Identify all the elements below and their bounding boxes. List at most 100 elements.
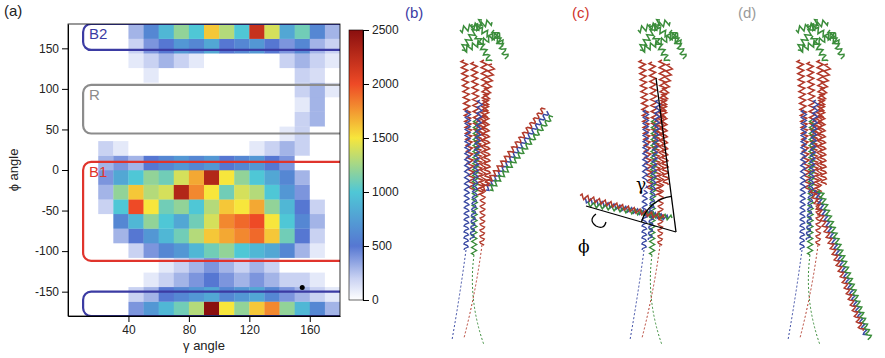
heatmap-cell xyxy=(325,199,340,214)
heatmap-cell xyxy=(295,97,310,112)
heatmap-cell xyxy=(128,53,143,68)
angle-line xyxy=(656,78,676,232)
heatmap-cell xyxy=(204,53,219,68)
heatmap-cell xyxy=(325,24,340,39)
heatmap-cell xyxy=(68,155,83,170)
heatmap-cell xyxy=(264,287,279,302)
heatmap-cell xyxy=(159,199,174,214)
heatmap-cell xyxy=(98,214,113,229)
colorbar-tick: 2500 xyxy=(363,23,399,37)
heatmap-cell xyxy=(219,170,234,185)
heatmap-cell xyxy=(144,39,159,54)
heatmap-cell xyxy=(295,228,310,243)
heatmap-cell xyxy=(159,287,174,302)
heatmap-cell xyxy=(174,53,189,68)
y-axis-line xyxy=(68,25,69,317)
panel-label: (b) xyxy=(405,4,423,21)
heatmap-cell xyxy=(310,228,325,243)
molecule xyxy=(788,20,871,345)
heatmap-cell xyxy=(249,39,264,54)
heatmap-cell xyxy=(174,214,189,229)
heatmap-cell xyxy=(189,141,204,156)
heatmap-cell xyxy=(234,287,249,302)
heatmap-cell xyxy=(189,214,204,229)
y-tick: 100 xyxy=(39,82,68,96)
heatmap-cell xyxy=(68,272,83,287)
heatmap-cell xyxy=(159,68,174,83)
heatmap-cell xyxy=(174,199,189,214)
heatmap-cell xyxy=(144,199,159,214)
y-tick: 50 xyxy=(46,123,68,137)
heatmap-cell xyxy=(249,97,264,112)
arm-helix xyxy=(818,190,871,340)
heatmap-cell xyxy=(204,97,219,112)
annotation: γ xyxy=(636,174,646,194)
heatmap-cell xyxy=(249,272,264,287)
heatmap-cell xyxy=(174,272,189,287)
arm-helix xyxy=(580,194,664,219)
heatmap-cell xyxy=(113,112,128,127)
heatmap-cell xyxy=(234,185,249,200)
heatmap-cell xyxy=(113,53,128,68)
heatmap-cell xyxy=(189,112,204,127)
heatmap-cell xyxy=(68,82,83,97)
heatmap-cell xyxy=(219,228,234,243)
heatmap-cell xyxy=(128,141,143,156)
heatmap-cell xyxy=(189,185,204,200)
tail xyxy=(642,245,660,338)
heatmap-cell xyxy=(310,287,325,302)
heatmap-cell xyxy=(128,24,143,39)
x-tick-mark xyxy=(249,316,250,322)
tail xyxy=(464,245,482,338)
tail xyxy=(452,250,466,340)
heatmap-cell xyxy=(234,272,249,287)
x-tick-label: 40 xyxy=(122,323,136,337)
heatmap-cell xyxy=(310,214,325,229)
heatmap-cell xyxy=(295,272,310,287)
x-axis-title: γ angle xyxy=(183,338,225,353)
heatmap-cell xyxy=(128,214,143,229)
colorbar-tick-mark xyxy=(363,30,369,31)
heatmap-cell xyxy=(264,112,279,127)
x-tick-label: 80 xyxy=(183,323,197,337)
heatmap-cell xyxy=(189,39,204,54)
heatmap-cell xyxy=(83,214,98,229)
heatmap-cell xyxy=(280,112,295,127)
heatmap-cell xyxy=(174,301,189,316)
colorbar-tick: 0 xyxy=(363,293,379,307)
heatmap-cell xyxy=(159,243,174,258)
tail xyxy=(650,255,662,345)
heatmap-cell xyxy=(174,185,189,200)
x-tick: 40 xyxy=(122,316,136,337)
heatmap-cell xyxy=(113,228,128,243)
heatmap-cell xyxy=(159,39,174,54)
heatmap-cell xyxy=(325,97,340,112)
stalk-helix xyxy=(464,110,471,250)
heatmap-cell xyxy=(249,170,264,185)
heatmap-cell xyxy=(174,68,189,83)
heatmap-cell xyxy=(219,272,234,287)
heatmap-cell xyxy=(159,24,174,39)
x-tick-mark xyxy=(310,316,311,322)
heatmap-cell xyxy=(144,214,159,229)
heatmap-cell xyxy=(219,214,234,229)
y-tick-mark xyxy=(62,129,68,130)
heatmap-cell xyxy=(174,97,189,112)
heatmap-cell xyxy=(68,287,83,302)
x-axis-line xyxy=(69,316,341,317)
panel-label: (a) xyxy=(4,2,22,19)
heatmap-cell xyxy=(325,39,340,54)
heatmap-cell xyxy=(310,39,325,54)
heatmap-cell xyxy=(280,272,295,287)
panel-label: (c) xyxy=(572,4,590,21)
heatmap-cell xyxy=(83,53,98,68)
heatmap-cell xyxy=(295,243,310,258)
heatmap-cell xyxy=(98,68,113,83)
heatmap-cell xyxy=(83,272,98,287)
heatmap-cell xyxy=(98,97,113,112)
heatmap-cell xyxy=(174,24,189,39)
heatmap-cell xyxy=(234,39,249,54)
heatmap-cell xyxy=(68,97,83,112)
heatmap-cell xyxy=(219,39,234,54)
x-tick-mark xyxy=(189,316,190,322)
